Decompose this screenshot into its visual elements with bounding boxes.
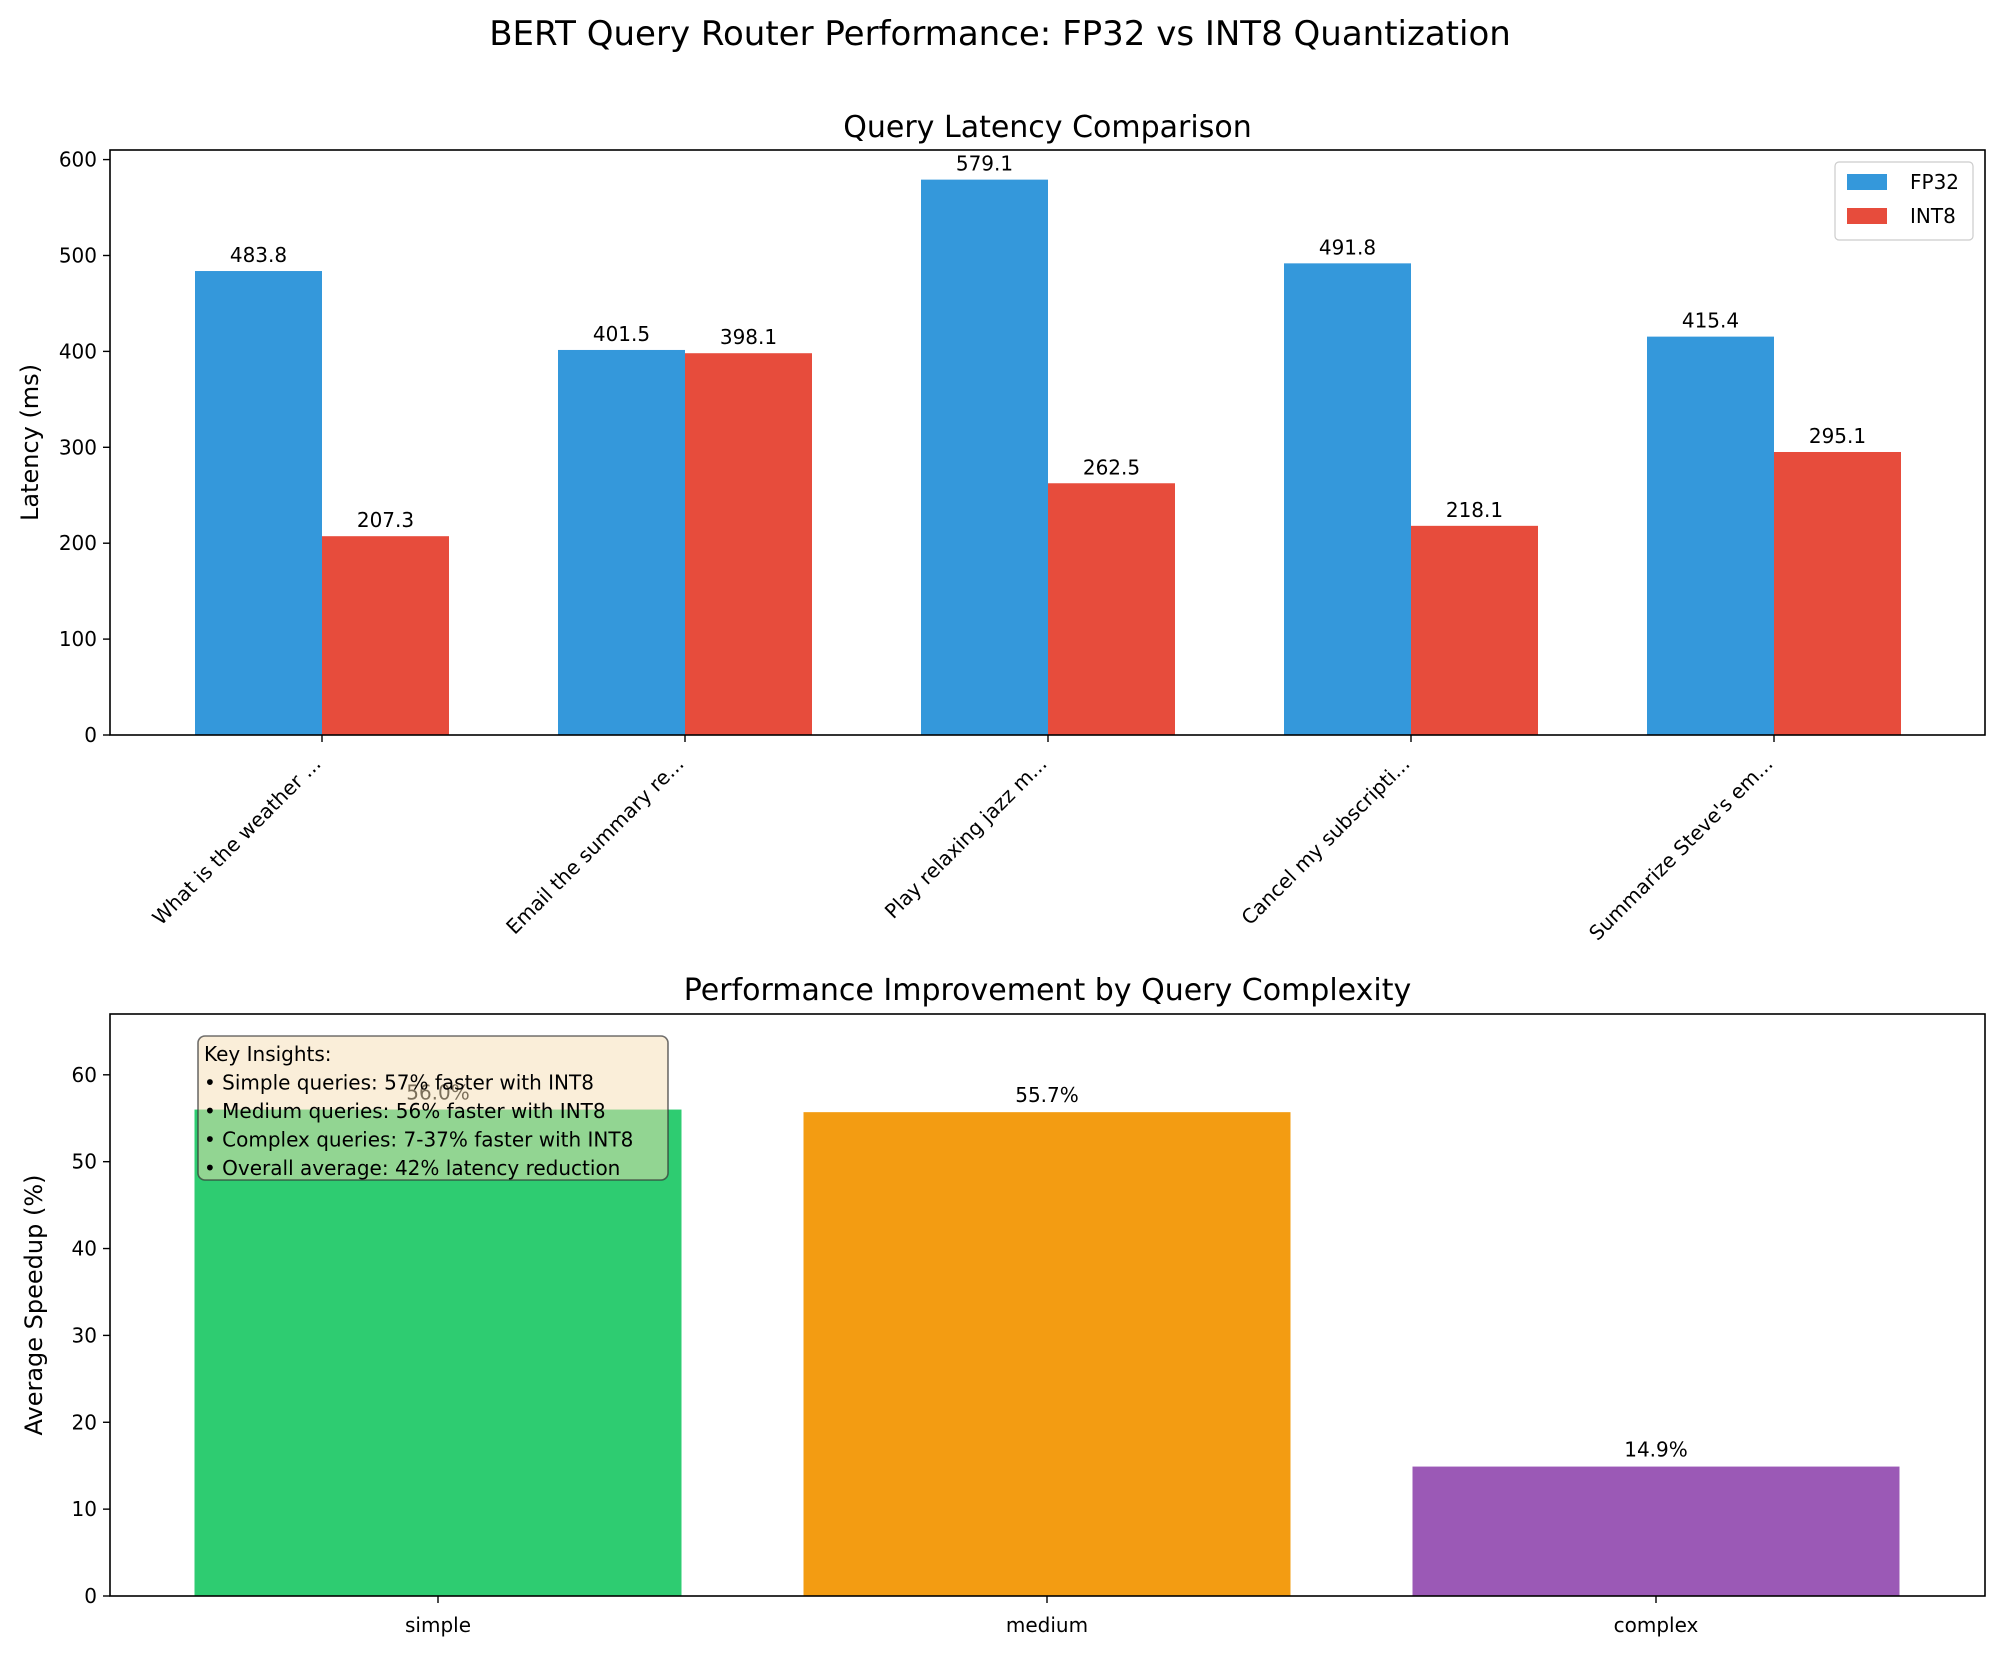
- data-label: 415.4: [1682, 309, 1739, 333]
- bar-int8: [1774, 451, 1901, 735]
- data-label: 55.7%: [1015, 1083, 1079, 1107]
- data-label: 295.1: [1809, 424, 1866, 448]
- data-label: 491.8: [1319, 235, 1376, 259]
- data-label: 579.1: [956, 152, 1013, 176]
- bar-simple: [194, 1109, 682, 1596]
- y-tick-label: 20: [72, 1410, 97, 1434]
- chart-title: Query Latency Comparison: [843, 110, 1251, 145]
- figure-suptitle: BERT Query Router Performance: FP32 vs I…: [489, 14, 1511, 54]
- data-label: 483.8: [230, 243, 287, 267]
- latency-comparison-chart: Query Latency Comparison 483.8 401.5 579.1 4…: [16, 110, 1986, 946]
- y-tick-label: 400: [59, 339, 97, 363]
- annotation-line: • Simple queries: 57% faster with INT8: [204, 1071, 594, 1095]
- annotation-line: Key Insights:: [204, 1042, 332, 1066]
- x-tick-label: medium: [1006, 1613, 1088, 1637]
- legend-label: FP32: [1910, 170, 1959, 194]
- legend-swatch-fp32: [1847, 174, 1887, 190]
- bar-fp32: [1647, 336, 1774, 735]
- y-tick-label: 60: [72, 1063, 97, 1087]
- y-tick-label: 200: [59, 531, 97, 555]
- bar-fp32: [558, 349, 685, 735]
- bar-int8: [322, 536, 449, 735]
- data-label: 218.1: [1446, 498, 1503, 522]
- annotation-box: [197, 1035, 669, 1181]
- data-label: 14.9%: [1624, 1438, 1688, 1462]
- x-tick-label: Cancel my subscripti...: [1236, 752, 1414, 930]
- y-tick-label: 30: [72, 1323, 97, 1347]
- y-tick-label: 0: [84, 1584, 97, 1608]
- insights-annotation: Key Insights: • Simple queries: 57% faste…: [197, 1035, 669, 1181]
- bar-int8: [1048, 483, 1175, 735]
- y-axis-label: Latency (ms): [16, 364, 44, 521]
- legend-label: INT8: [1910, 204, 1956, 228]
- legend-swatch-int8: [1847, 208, 1887, 224]
- x-tick-label: Summarize Steve's em...: [1584, 752, 1778, 946]
- data-label: 262.5: [1083, 455, 1140, 479]
- y-tick-label: 40: [72, 1237, 97, 1261]
- bar-fp32: [195, 271, 322, 735]
- data-label: 401.5: [593, 322, 650, 346]
- y-tick-label: 10: [72, 1497, 97, 1521]
- y-axis-label: Average Speedup (%): [20, 1174, 48, 1435]
- bar-fp32: [921, 179, 1048, 735]
- x-tick-label: simple: [405, 1613, 471, 1637]
- chart-title: Performance Improvement by Query Complex…: [684, 973, 1411, 1008]
- x-tick-label: complex: [1614, 1613, 1699, 1637]
- legend: FP32 INT8: [1834, 161, 1974, 241]
- y-tick-label: 50: [72, 1150, 97, 1174]
- bar-int8: [685, 353, 812, 735]
- y-tick-label: 500: [59, 243, 97, 267]
- y-tick-label: 300: [59, 435, 97, 459]
- x-tick-label: Email the summary re...: [501, 752, 688, 939]
- x-tick-label: Play relaxing jazz m...: [880, 752, 1052, 924]
- bar-int8: [1411, 525, 1538, 735]
- data-label: 207.3: [357, 508, 414, 532]
- y-tick-label: 100: [59, 627, 97, 651]
- y-tick-label: 0: [84, 723, 97, 747]
- bar-medium: [803, 1112, 1291, 1596]
- bar-complex: [1412, 1466, 1900, 1596]
- x-tick-label: What is the weather ...: [147, 752, 325, 930]
- data-label: 398.1: [720, 325, 777, 349]
- annotation-line: • Complex queries: 7-37% faster with INT…: [204, 1128, 633, 1152]
- y-tick-label: 600: [59, 148, 97, 172]
- bar-fp32: [1284, 263, 1411, 735]
- annotation-line: • Overall average: 42% latency reduction: [204, 1156, 620, 1180]
- annotation-line: • Medium queries: 56% faster with INT8: [204, 1099, 606, 1123]
- speedup-by-complexity-chart: Performance Improvement by Query Complex…: [20, 973, 1986, 1637]
